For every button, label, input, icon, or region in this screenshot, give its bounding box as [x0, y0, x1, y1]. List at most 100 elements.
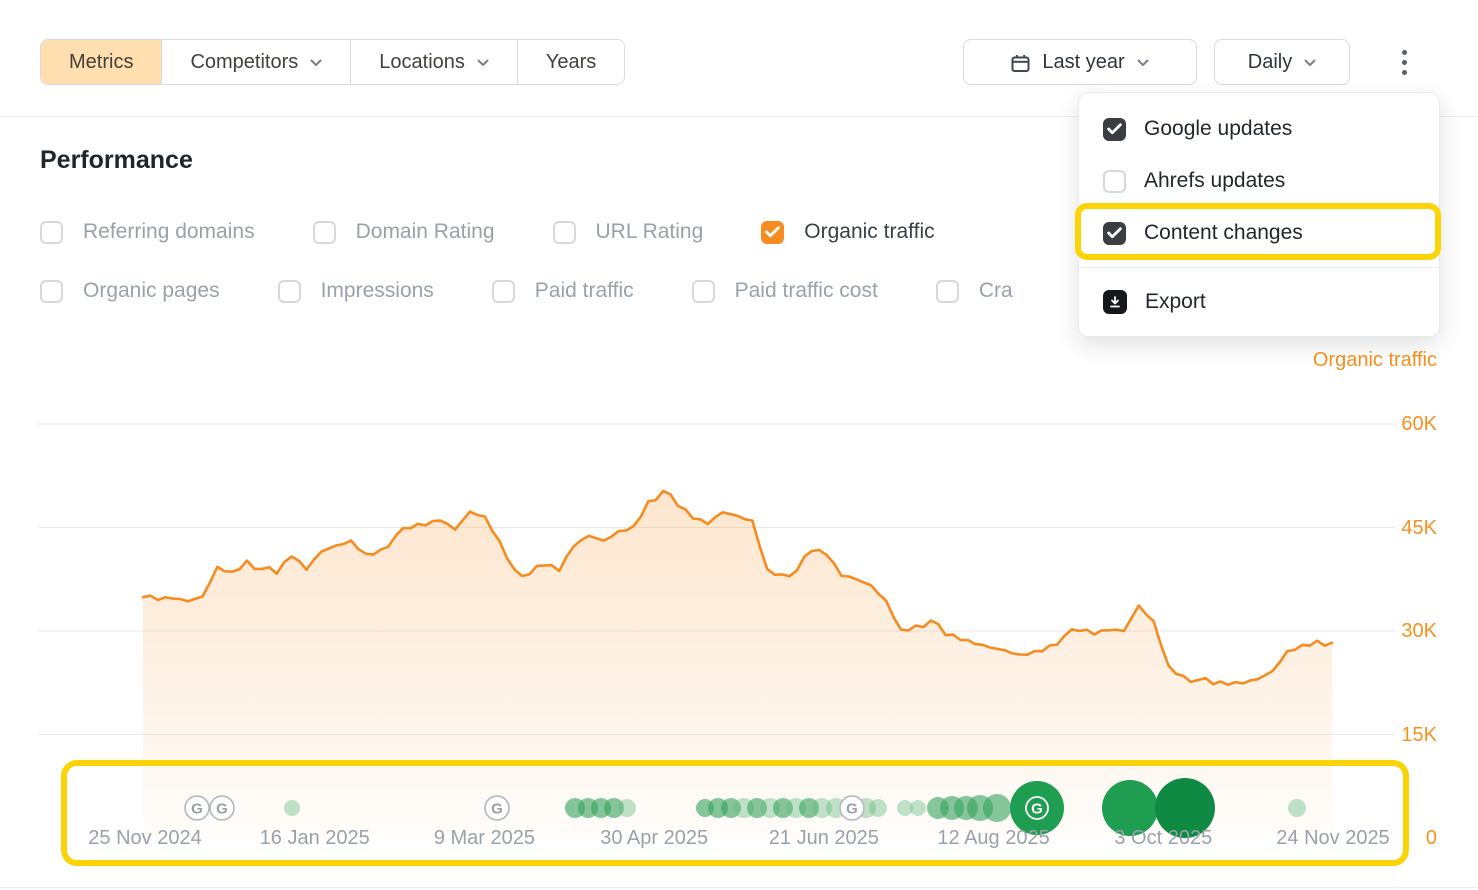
checkbox-paid-traffic-cost[interactable]: [691, 279, 715, 303]
content-change-marker[interactable]: [747, 798, 767, 818]
tab-label: Metrics: [69, 50, 134, 73]
content-change-marker[interactable]: [910, 800, 926, 816]
content-change-marker[interactable]: [869, 799, 887, 817]
traffic-area: [143, 490, 1332, 838]
x-axis-label: 25 Nov 2024: [88, 827, 202, 849]
metric-organic-traffic: Organic traffic: [761, 220, 935, 244]
y-axis-label: 60K: [1401, 413, 1437, 435]
tab-locations[interactable]: Locations: [351, 40, 518, 84]
google-update-marker[interactable]: G: [184, 795, 210, 821]
metric-label: URL Rating: [595, 220, 704, 243]
checkbox-url-rating[interactable]: [552, 220, 576, 244]
tab-label: Years: [545, 50, 597, 73]
content-change-marker[interactable]: [799, 798, 819, 818]
menu-divider: [1079, 267, 1439, 268]
content-change-marker[interactable]: [1102, 780, 1158, 836]
checkbox-paid-traffic[interactable]: [491, 279, 515, 303]
content-change-marker[interactable]: [897, 800, 913, 816]
content-change-marker[interactable]: [604, 798, 624, 818]
tab-label: Competitors: [190, 50, 299, 73]
tab-competitors[interactable]: Competitors: [162, 40, 352, 84]
metrics-row-2: Organic pages Impressions Paid traffic Paid…: [40, 269, 1013, 313]
kebab-dot: [1401, 69, 1407, 75]
content-change-marker[interactable]: [284, 800, 300, 816]
metric-url-rating: URL Rating: [552, 220, 704, 244]
metric-paid-traffic: Paid traffic: [491, 279, 634, 303]
events-timeline[interactable]: GG G G G: [0, 760, 1478, 860]
x-axis-label: 3 Oct 2025: [1114, 827, 1213, 849]
x-axis-label: 9 Mar 2025: [433, 827, 535, 849]
metric-referring-domains: Referring domains: [40, 220, 255, 244]
x-axis-label: 30 Apr 2025: [600, 827, 709, 849]
chevron-down-icon: [310, 59, 322, 67]
checkbox-content-changes[interactable]: [1103, 221, 1126, 245]
google-update-marker[interactable]: G: [484, 795, 510, 821]
view-tab-group: Metrics Competitors Locations Years: [40, 39, 626, 85]
series-legend: Organic traffic: [1312, 349, 1437, 371]
export-icon: [1103, 290, 1127, 314]
y-axis-label: 45K: [1401, 516, 1437, 539]
y-axis-label: 0: [1425, 827, 1437, 849]
metric-label: Referring domains: [83, 220, 255, 243]
menu-item-export[interactable]: Export: [1079, 276, 1439, 328]
content-change-marker[interactable]: [1155, 778, 1215, 838]
granularity-label: Daily: [1247, 50, 1293, 73]
metric-label: Domain Rating: [355, 220, 495, 243]
metric-paid-traffic-cost: Paid traffic cost: [691, 279, 878, 303]
content-change-marker[interactable]: [773, 798, 793, 818]
chevron-down-icon: [1304, 59, 1316, 67]
checkbox-domain-rating[interactable]: [312, 220, 336, 244]
x-axis-label: 24 Nov 2025: [1276, 827, 1390, 849]
calendar-icon: [1011, 54, 1030, 73]
menu-item-label: Content changes: [1144, 221, 1303, 244]
checkbox-organic-traffic[interactable]: [761, 220, 785, 244]
menu-item-label: Export: [1145, 290, 1206, 313]
toolbar-divider: [0, 116, 1478, 117]
checkbox-cra[interactable]: [935, 279, 959, 303]
chevron-down-icon: [477, 59, 489, 67]
menu-item-label: Ahrefs updates: [1144, 169, 1286, 192]
x-axis-label: 12 Aug 2025: [937, 827, 1050, 849]
menu-item-google-updates[interactable]: Google updates: [1079, 103, 1439, 155]
google-update-marker[interactable]: G: [839, 795, 865, 821]
tab-years[interactable]: Years: [517, 40, 625, 84]
content-change-marker[interactable]: [721, 798, 741, 818]
checkbox-google-updates[interactable]: [1103, 117, 1126, 141]
organic-traffic-chart[interactable]: [0, 380, 1478, 850]
metrics-row-1: Referring domains Domain Rating URL Rating…: [40, 210, 935, 254]
granularity-button[interactable]: Daily: [1214, 39, 1350, 85]
x-axis-label: 21 Jun 2025: [768, 827, 879, 849]
google-update-marker[interactable]: G: [209, 795, 235, 821]
checkbox-impressions[interactable]: [277, 279, 301, 303]
content-change-marker[interactable]: [983, 794, 1011, 822]
date-range-button[interactable]: Last year: [963, 39, 1197, 85]
metric-label: Organic pages: [83, 279, 220, 302]
menu-item-ahrefs-updates[interactable]: Ahrefs updates: [1079, 155, 1439, 207]
checkbox-organic-pages[interactable]: [40, 279, 63, 303]
x-axis-label: 16 Jan 2025: [259, 827, 370, 849]
svg-text:G: G: [491, 801, 503, 818]
checkbox-referring-domains[interactable]: [40, 220, 63, 244]
content-change-marker[interactable]: [618, 799, 636, 817]
tab-label: Locations: [379, 50, 465, 73]
content-change-marker[interactable]: G: [1010, 781, 1064, 835]
metric-label: Cra: [978, 279, 1013, 302]
bottom-divider: [0, 887, 1478, 888]
menu-item-content-changes[interactable]: Content changes: [1079, 207, 1439, 259]
content-change-marker[interactable]: [1288, 799, 1306, 817]
kebab-dot: [1401, 59, 1407, 65]
date-range-label: Last year: [1042, 50, 1125, 73]
svg-text:G: G: [1031, 801, 1043, 818]
svg-text:G: G: [191, 801, 203, 818]
kebab-dot: [1401, 49, 1407, 55]
tab-metrics[interactable]: Metrics: [41, 40, 163, 84]
chart-options-menu-items: Google updates Ahrefs updates Content chan…: [1079, 103, 1439, 259]
chevron-down-icon: [1137, 59, 1149, 67]
more-options-button[interactable]: [1384, 39, 1424, 85]
checkbox-ahrefs-updates[interactable]: [1103, 169, 1126, 193]
metric-impressions: Impressions: [277, 279, 434, 303]
content-change-marker[interactable]: [812, 798, 832, 818]
metric-label: Impressions: [320, 279, 434, 302]
svg-text:G: G: [216, 801, 228, 818]
page-title: Performance: [40, 146, 193, 174]
